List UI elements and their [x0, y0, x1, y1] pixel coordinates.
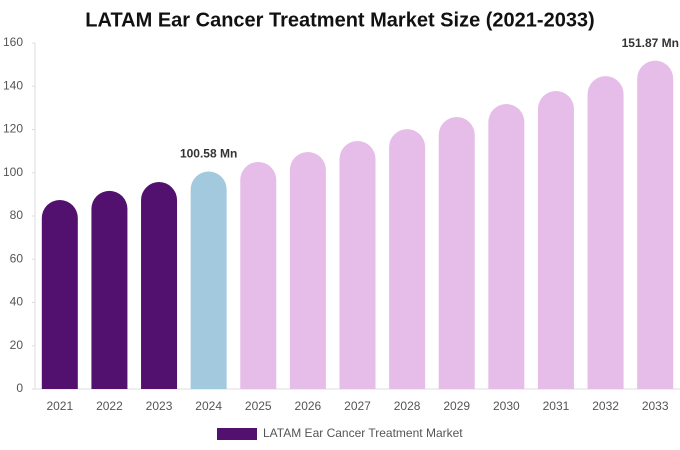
value-label: 151.87 Mn — [622, 36, 679, 50]
bar — [537, 91, 574, 389]
bar — [587, 76, 624, 390]
y-tick-label: 0 — [16, 381, 23, 395]
chart-title: LATAM Ear Cancer Treatment Market Size (… — [85, 9, 594, 31]
bar — [339, 140, 376, 389]
y-tick-label: 80 — [10, 208, 24, 222]
bar — [637, 60, 674, 390]
bar — [289, 151, 326, 389]
x-tick-label: 2025 — [245, 399, 272, 413]
y-tick-label: 140 — [3, 78, 23, 92]
legend-swatch — [217, 428, 257, 440]
y-tick-label: 20 — [10, 338, 24, 352]
y-tick-label: 120 — [3, 122, 23, 136]
bar — [141, 182, 178, 389]
bar — [91, 190, 128, 389]
x-tick-label: 2023 — [146, 399, 173, 413]
x-tick-label: 2024 — [195, 399, 222, 413]
bar — [389, 129, 426, 389]
bar — [240, 161, 277, 389]
value-label: 100.58 Mn — [180, 147, 237, 161]
bar — [41, 200, 78, 389]
bar — [488, 104, 525, 389]
x-tick-label: 2027 — [344, 399, 371, 413]
x-tick-label: 2029 — [443, 399, 470, 413]
x-tick-label: 2026 — [295, 399, 322, 413]
y-tick-label: 160 — [3, 35, 23, 49]
y-tick-label: 100 — [3, 165, 23, 179]
bar — [190, 171, 227, 389]
x-tick-label: 2033 — [642, 399, 669, 413]
x-tick-label: 2021 — [46, 399, 73, 413]
legend-label: LATAM Ear Cancer Treatment Market — [263, 426, 463, 440]
y-tick-label: 40 — [10, 295, 24, 309]
bar — [438, 116, 475, 389]
x-tick-label: 2028 — [394, 399, 421, 413]
x-tick-label: 2022 — [96, 399, 123, 413]
x-tick-label: 2032 — [592, 399, 619, 413]
x-tick-label: 2031 — [543, 399, 570, 413]
x-tick-label: 2030 — [493, 399, 520, 413]
y-tick-label: 60 — [10, 251, 24, 265]
